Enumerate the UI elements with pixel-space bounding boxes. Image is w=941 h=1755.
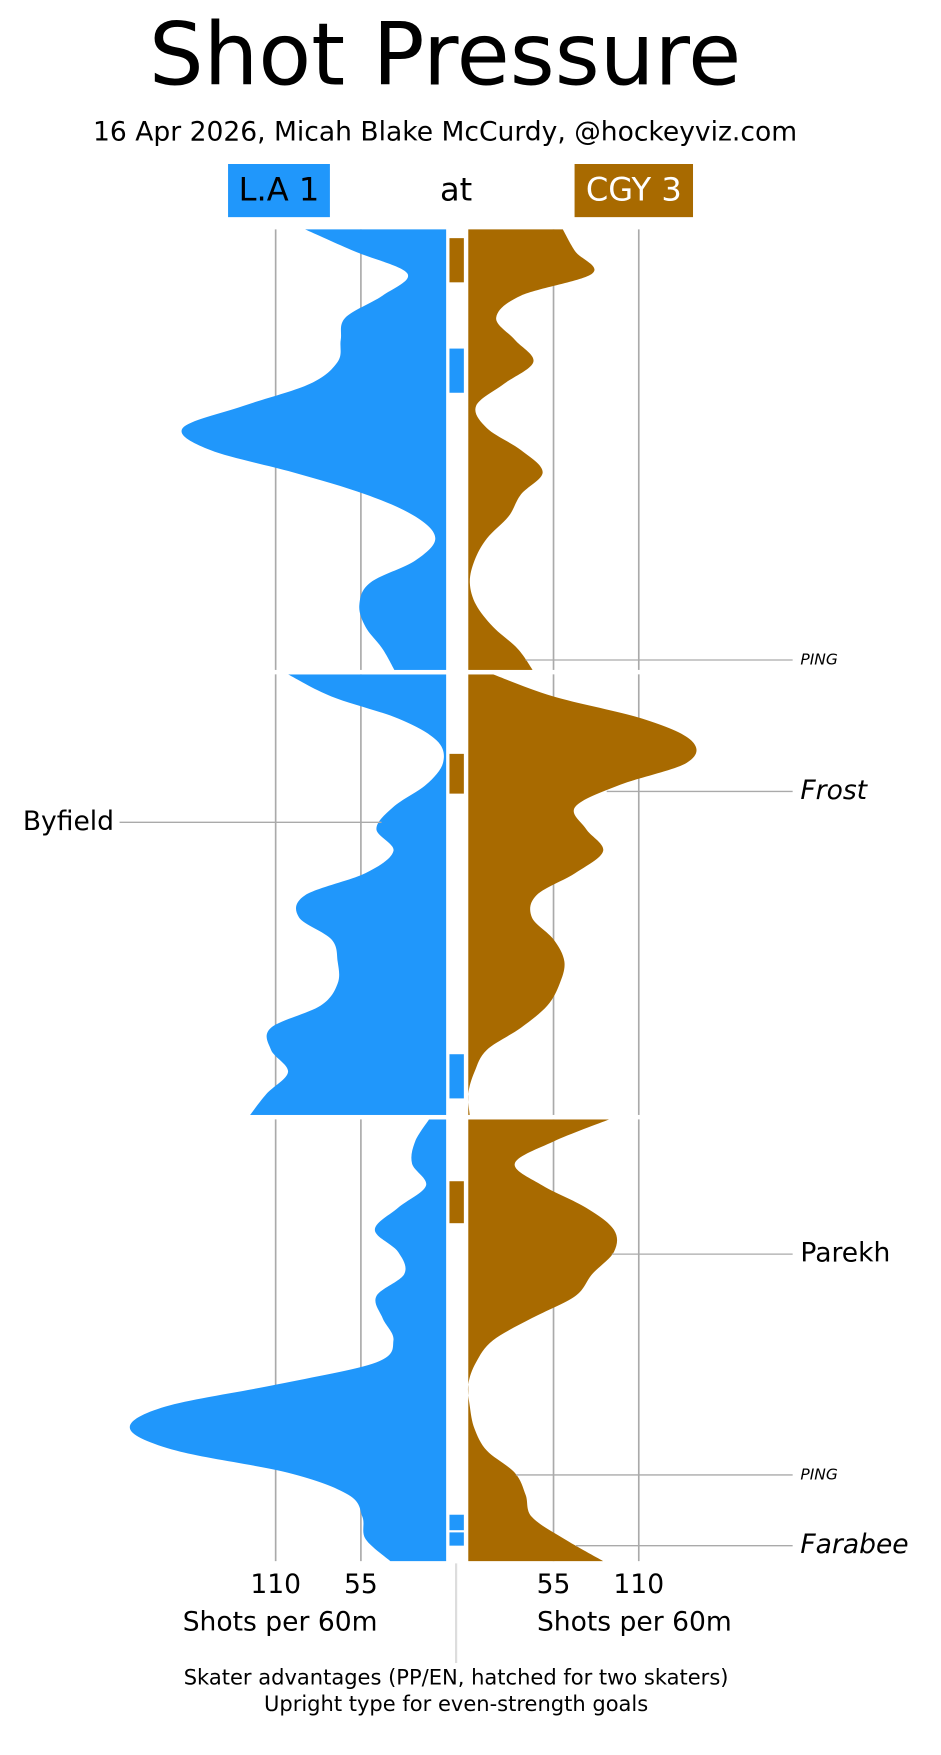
period-gap [0, 669, 941, 675]
subtitle: 16 Apr 2026, Micah Blake McCurdy, @hocke… [93, 117, 797, 148]
event-label: Frost [800, 775, 868, 806]
advantage-bar [449, 348, 464, 393]
pressure-area [467, 1119, 618, 1562]
advantage-bar [449, 1514, 464, 1531]
legend-box [574, 164, 694, 218]
advantage-bar [449, 238, 464, 283]
event-label: PING [800, 1465, 838, 1483]
chart-title: Shot Pressure [149, 5, 741, 105]
pressure-area [468, 229, 595, 672]
legend-label: L.A 1 [239, 171, 320, 209]
x-axis-label: Shots per 60m [537, 1607, 732, 1638]
pressure-area [468, 674, 697, 1117]
event-label: Byfield [23, 806, 114, 837]
x-tick-label: 55 [537, 1569, 571, 1600]
advantage-bar [449, 1181, 464, 1224]
note: Skater advantages (PP/EN, hatched for tw… [184, 1664, 729, 1689]
x-tick-label: 110 [613, 1569, 664, 1600]
advantage-bar [449, 753, 464, 794]
event-label: Parekh [800, 1238, 890, 1269]
pressure-area [249, 674, 447, 1117]
advantage-bar [449, 1054, 464, 1099]
x-tick-label: 55 [344, 1569, 378, 1600]
note: Upright type for even-strength goals [264, 1691, 648, 1716]
period-gap [0, 1114, 941, 1120]
legend-box [228, 164, 330, 218]
legend-label: CGY 3 [586, 171, 682, 209]
pressure-area [181, 229, 447, 672]
pressure-area [129, 1119, 447, 1562]
x-tick-label: 110 [250, 1569, 301, 1600]
advantage-bar [449, 1532, 464, 1546]
event-label: Farabee [800, 1529, 908, 1560]
x-axis-label: Shots per 60m [183, 1607, 378, 1638]
connector: at [440, 171, 472, 209]
event-label: PING [800, 650, 838, 668]
